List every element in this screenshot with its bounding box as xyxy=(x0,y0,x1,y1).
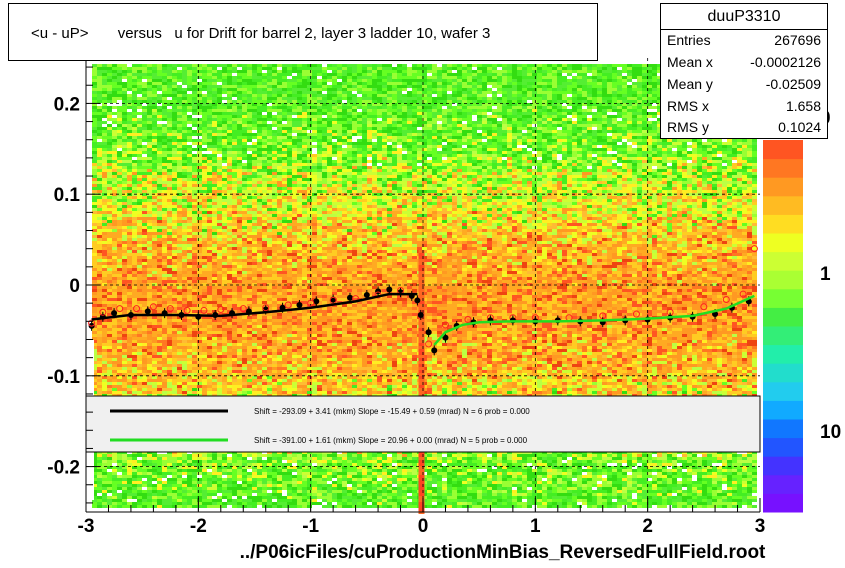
stats-value: 0.1024 xyxy=(778,119,821,135)
x-tick-label: 1 xyxy=(530,516,541,537)
data-point-red xyxy=(700,303,708,311)
stats-label: Mean y xyxy=(667,76,713,92)
data-point-red xyxy=(149,303,157,311)
colorbar-segment xyxy=(763,195,803,215)
colorbar-segment xyxy=(763,437,803,457)
colorbar-segment xyxy=(763,326,803,346)
colorbar-segment xyxy=(763,381,803,401)
legend: Shift = -293.09 + 3.41 (mkm) Slope = -15… xyxy=(85,395,761,453)
stats-row-rms-y: RMS y 0.1024 xyxy=(667,119,821,139)
stats-box: duuP3310 Entries 267696 Mean x -0.000212… xyxy=(660,3,828,139)
colorbar-segment xyxy=(763,270,803,290)
colorbar-segment xyxy=(763,344,803,364)
x-tick-label: -3 xyxy=(78,516,95,537)
axes: -3 -2 -1 0 1 2 3 0.2 0.1 0 -0.1 -0.2 xyxy=(47,58,765,537)
colorbar-segment xyxy=(763,363,803,383)
colorbar-segment xyxy=(763,307,803,327)
colorbar-segment xyxy=(763,288,803,308)
x-tick-label: -1 xyxy=(302,516,319,537)
fit-line xyxy=(91,292,418,321)
chart-title: <u - uP> versus u for Drift for barrel 2… xyxy=(31,25,491,42)
colorbar-segment xyxy=(763,214,803,234)
fit-layer xyxy=(91,292,755,346)
colorbar-segment xyxy=(763,400,803,420)
data-point-red xyxy=(750,245,758,253)
stats-value: 1.658 xyxy=(785,98,821,114)
stats-row-mean-x: Mean x -0.0002126 xyxy=(667,54,821,74)
data-point-red xyxy=(441,321,449,329)
data-point-red xyxy=(166,305,174,313)
x-tick-label: -2 xyxy=(190,516,207,537)
y-tick-label: -0.2 xyxy=(47,458,80,479)
x-axis-label: ../P06icFiles/cuProductionMinBias_Revers… xyxy=(239,542,766,563)
y-tick-label: -0.1 xyxy=(47,367,80,388)
data-point-red xyxy=(425,340,433,348)
data-point-red xyxy=(464,316,472,324)
x-tick-label: 3 xyxy=(755,516,766,537)
data-point-red xyxy=(739,290,747,298)
stats-row-entries: Entries 267696 xyxy=(667,32,821,52)
stats-label: Mean x xyxy=(667,54,713,70)
title-box: <u - uP> versus u for Drift for barrel 2… xyxy=(8,3,598,61)
colorbar-segment xyxy=(763,456,803,476)
x-tick-label: 2 xyxy=(642,516,653,537)
data-point-red xyxy=(262,304,270,312)
data-point-red xyxy=(183,306,191,314)
data-point-red xyxy=(88,319,96,327)
colorbar-segment xyxy=(763,140,803,160)
colorbar-tick-label: 10 xyxy=(820,422,841,443)
data-point-red xyxy=(217,306,225,314)
data-point-red xyxy=(116,305,124,313)
stats-label: RMS x xyxy=(667,98,709,114)
data-point-red xyxy=(133,305,141,313)
colorbar-segment xyxy=(763,474,803,494)
legend-entry: Shift = -293.09 + 3.41 (mkm) Slope = -15… xyxy=(254,407,530,416)
y-tick-label: 0.1 xyxy=(54,185,81,206)
stats-value: -0.0002126 xyxy=(750,54,821,70)
colorbar-segment xyxy=(763,233,803,253)
colorbar-segment xyxy=(763,493,803,513)
fit-line xyxy=(433,294,755,346)
data-point-red xyxy=(722,296,730,304)
y-tick-label: 0.2 xyxy=(54,94,80,115)
stats-label: Entries xyxy=(667,32,711,48)
stats-label: RMS y xyxy=(667,119,709,135)
colorbar-segment xyxy=(763,419,803,439)
data-point-red xyxy=(284,301,292,309)
legend-box xyxy=(85,395,761,453)
colorbar-segment xyxy=(763,251,803,271)
stats-row-mean-y: Mean y -0.02509 xyxy=(667,76,821,96)
x-tick-label: 0 xyxy=(418,516,429,537)
colorbar-tick-label: 1 xyxy=(820,264,831,285)
stats-title: duuP3310 xyxy=(661,8,827,30)
stats-value: 267696 xyxy=(774,32,821,48)
data-point-red xyxy=(307,299,315,307)
stats-value: -0.02509 xyxy=(765,76,821,92)
data-point-red xyxy=(239,305,247,313)
colorbar-segment xyxy=(763,158,803,178)
colorbar-segment xyxy=(763,177,803,197)
data-point-red xyxy=(99,308,107,316)
stats-row-rms-x: RMS x 1.658 xyxy=(667,98,821,118)
legend-entry: Shift = -391.00 + 1.61 (mkm) Slope = 20.… xyxy=(254,436,528,445)
data-point-red xyxy=(632,310,640,318)
data-point-red xyxy=(200,306,208,314)
y-tick-label: 0 xyxy=(69,276,80,297)
